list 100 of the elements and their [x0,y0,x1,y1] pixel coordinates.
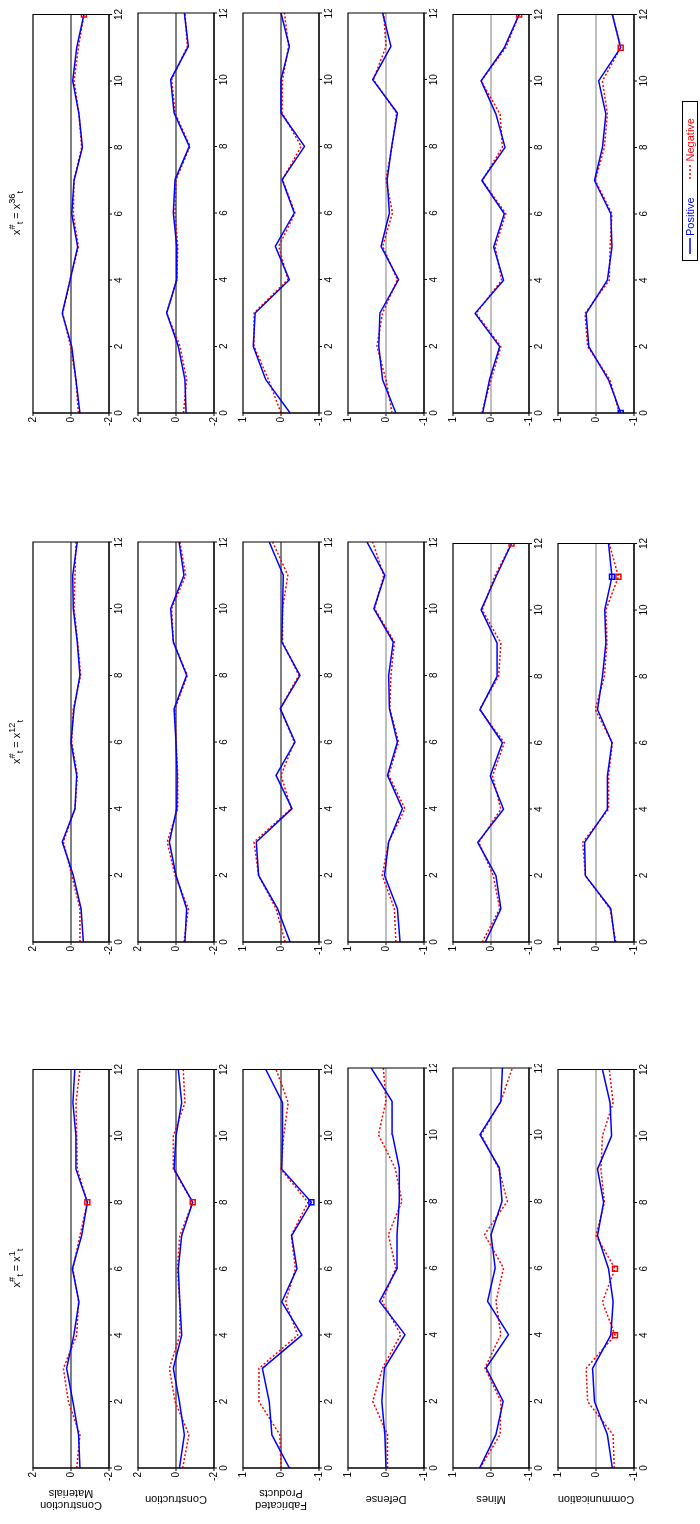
y-tick-label: 6 [427,209,439,216]
y-tick-label: 4 [427,805,439,812]
x-tick-label: -2 [102,416,114,426]
y-tick-label: 8 [322,143,334,150]
y-tick-label: 10 [112,1129,124,1142]
y-tick-label: 10 [427,1128,439,1141]
y-tick-label: 4 [637,1331,649,1338]
y-tick-label: 6 [427,738,439,745]
y-tick-label: 12 [112,1063,124,1076]
x-tick-label: -1 [312,945,324,955]
x-tick-label: 1 [446,1471,458,1478]
x-tick-label: -1 [522,1471,534,1481]
y-tick-label: 8 [532,1198,544,1205]
y-tick-label: 12 [637,8,649,21]
x-tick-label: 0 [379,945,391,952]
y-tick-label: 6 [532,739,544,746]
y-tick-label: 10 [217,1129,229,1142]
x-tick-label: 0 [379,1471,391,1478]
y-tick-label: 4 [532,1331,544,1338]
y-tick-label: 0 [532,1464,544,1471]
y-tick-label: 6 [532,1264,544,1271]
y-tick-label: 8 [427,672,439,679]
y-tick-label: 4 [427,1331,439,1338]
y-tick-label: 4 [427,276,439,283]
y-tick-label: 4 [532,805,544,812]
y-tick-label: 0 [322,938,334,945]
x-tick-label: 0 [64,1471,76,1478]
x-tick-label: -1 [522,945,534,955]
y-tick-label: 2 [532,872,544,879]
y-tick-label: 10 [322,602,334,615]
y-tick-label: 0 [217,938,229,945]
x-tick-label: -2 [207,416,219,426]
x-axis-title: Mines [475,1494,507,1506]
x-tick-label: -1 [417,416,429,426]
x-tick-label: 0 [169,1471,181,1478]
x-tick-label: 2 [131,1471,143,1478]
x-tick-label: -2 [207,945,219,955]
y-tick-label: 12 [532,8,544,21]
x-tick-label: 2 [131,945,143,952]
y-tick-label: 2 [637,872,649,879]
y-tick-label: 8 [217,672,229,679]
x-tick-label: 0 [169,945,181,952]
y-tick-label: 10 [322,1129,334,1142]
y-tick-label: 2 [532,343,544,350]
y-tick-label: 12 [532,537,544,550]
y-tick-label: 10 [427,602,439,615]
y-tick-label: 0 [112,409,124,416]
y-tick-label: 10 [112,74,124,87]
y-tick-label: 0 [427,1464,439,1471]
y-tick-label: 4 [532,276,544,283]
x-tick-label: 0 [64,416,76,423]
x-tick-label: -1 [627,1471,639,1481]
y-tick-label: 4 [112,805,124,812]
y-tick-label: 12 [637,537,649,550]
y-tick-label: 4 [217,276,229,283]
x-tick-label: 2 [26,945,38,952]
y-tick-label: 2 [112,1398,124,1405]
x-tick-label: 2 [26,1471,38,1478]
y-tick-label: 4 [637,276,649,283]
y-tick-label: 8 [322,1199,334,1206]
x-tick-label: 0 [484,945,496,952]
y-tick-label: 4 [112,276,124,283]
x-tick-label: 1 [236,1471,248,1478]
y-tick-label: 10 [532,74,544,87]
y-tick-label: 6 [322,738,334,745]
x-tick-label: 1 [236,416,248,423]
y-tick-label: 6 [637,1265,649,1272]
y-tick-label: 6 [322,209,334,216]
x-tick-label: 0 [274,945,286,952]
x-tick-label: 1 [551,945,563,952]
y-tick-label: 8 [217,1199,229,1206]
y-tick-label: 8 [427,1198,439,1205]
y-tick-label: 0 [112,938,124,945]
y-tick-label: 8 [112,1199,124,1206]
x-axis-title: Construction Materials [39,1488,103,1512]
y-tick-label: 8 [112,144,124,151]
y-tick-label: 0 [112,1464,124,1471]
y-tick-label: 6 [637,739,649,746]
x-tick-label: 2 [26,416,38,423]
y-tick-label: 10 [217,73,229,86]
y-tick-label: 2 [217,343,229,350]
x-tick-label: -1 [522,416,534,426]
y-tick-label: 2 [112,343,124,350]
y-tick-label: 0 [532,938,544,945]
y-tick-label: 6 [112,1265,124,1272]
y-tick-label: 8 [532,673,544,680]
y-tick-label: 0 [532,409,544,416]
y-tick-label: 4 [112,1331,124,1338]
x-tick-label: 0 [589,945,601,952]
x-tick-label: -1 [312,416,324,426]
x-tick-label: 1 [341,416,353,423]
x-axis-title: Fabricated Products [254,1488,308,1512]
y-tick-label: 6 [217,738,229,745]
y-tick-label: 4 [217,1331,229,1338]
x-tick-label: 1 [341,1471,353,1478]
y-tick-label: 4 [322,1331,334,1338]
y-tick-label: 0 [427,938,439,945]
x-tick-label: -1 [627,416,639,426]
y-tick-label: 10 [532,1128,544,1141]
y-tick-label: 10 [322,73,334,86]
